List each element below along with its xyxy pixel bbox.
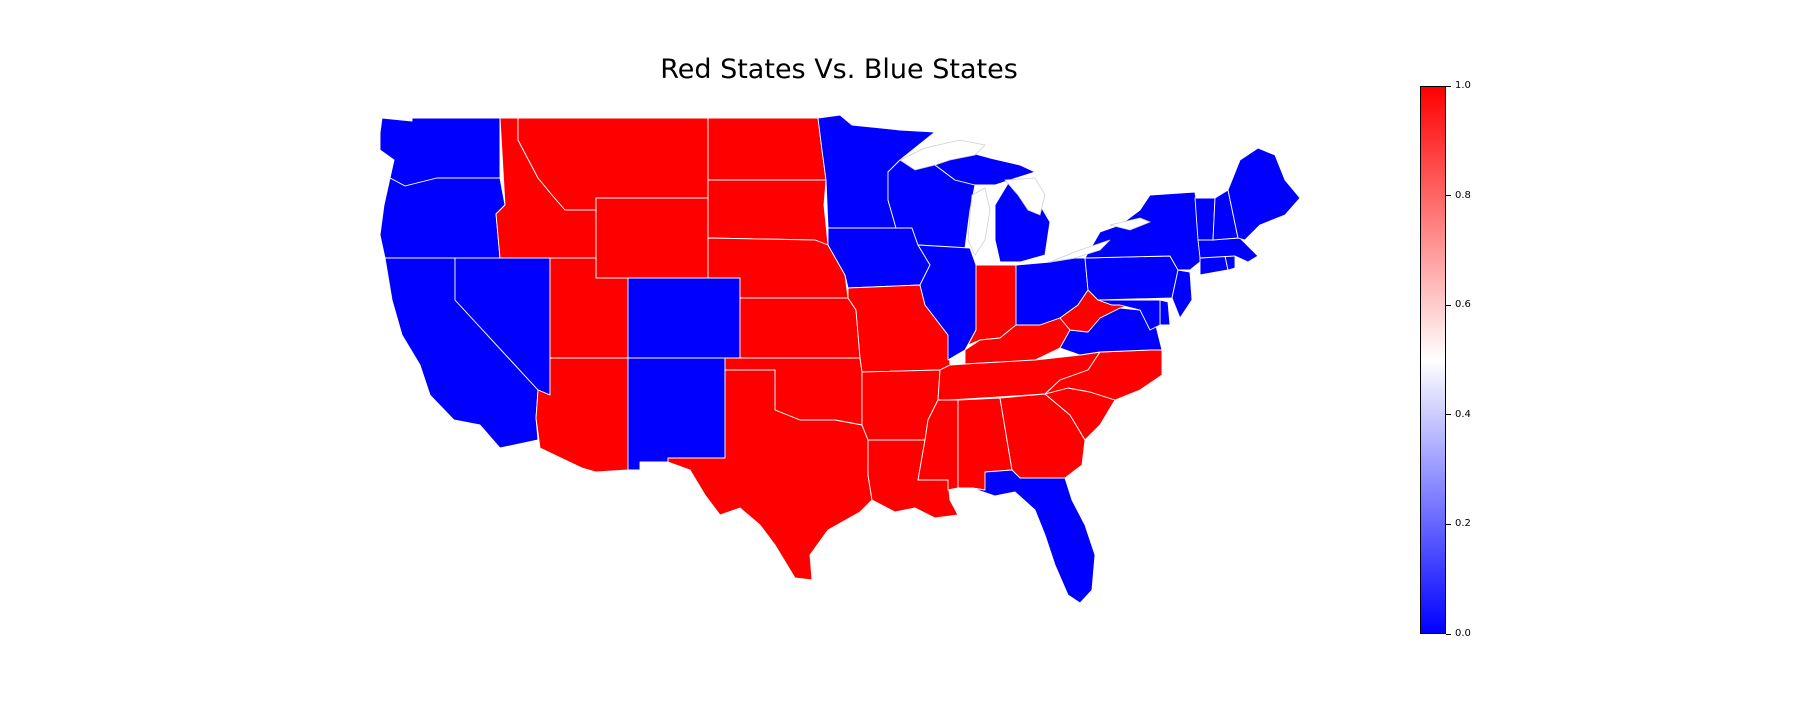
colorbar-tick <box>1446 195 1451 196</box>
colorbar-tick-label: 0.8 <box>1455 191 1471 201</box>
state-AZ <box>536 358 628 472</box>
colorbar-tick <box>1446 524 1451 525</box>
state-KS <box>740 298 860 358</box>
state-FL <box>972 470 1095 603</box>
colorbar-tick <box>1446 634 1451 635</box>
state-WY <box>596 198 708 278</box>
colorbar-tick-label: 0.6 <box>1455 300 1471 310</box>
state-ME <box>1228 148 1300 240</box>
state-OR <box>380 178 505 258</box>
colorbar-tick <box>1446 414 1451 415</box>
state-SD <box>708 180 828 245</box>
state-WA <box>380 118 500 186</box>
colorbar-tick-label: 0.2 <box>1455 519 1471 529</box>
state-VT <box>1195 198 1215 240</box>
colorbar-tick-label: 0.0 <box>1455 629 1471 639</box>
state-DE <box>1160 300 1170 325</box>
state-NM <box>628 358 725 470</box>
colorbar-tick-label: 0.4 <box>1455 410 1471 420</box>
lake-michigan <box>968 188 990 255</box>
colorbar-tick <box>1446 86 1451 87</box>
state-CT <box>1200 256 1228 275</box>
state-CO <box>628 278 740 358</box>
state-ND <box>708 118 826 180</box>
colorbar-tick-label: 1.0 <box>1455 81 1471 91</box>
state-PA <box>1085 256 1178 300</box>
colorbar-tick <box>1446 305 1451 306</box>
colorbar <box>1420 86 1446 634</box>
